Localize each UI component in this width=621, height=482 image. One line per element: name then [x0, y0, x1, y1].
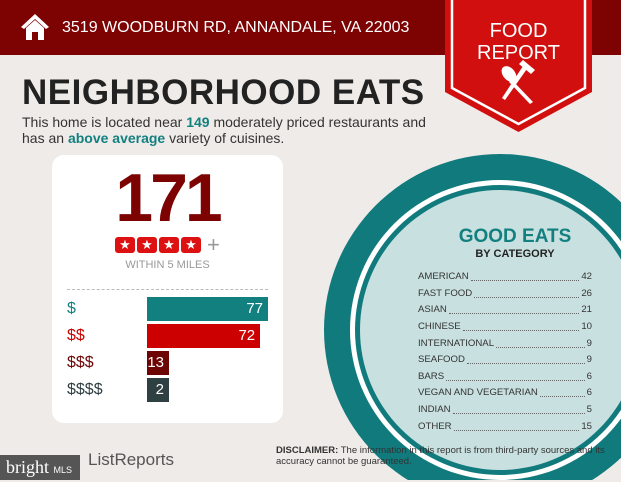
watermark-suffix: MLS [53, 465, 72, 475]
category-item: INTERNATIONAL 9 [418, 335, 592, 352]
category-name: AMERICAN [418, 271, 469, 283]
category-name: SEAFOOD [418, 354, 465, 366]
bright-mls-watermark: bright MLS [0, 455, 80, 480]
category-count: 15 [581, 420, 592, 432]
category-heading: GOOD EATS BY CATEGORY [415, 226, 615, 261]
leader-dots [539, 389, 585, 398]
category-item: FAST FOOD 26 [418, 286, 592, 303]
category-name: CHINESE [418, 321, 461, 333]
category-count: 5 [586, 404, 592, 416]
category-count: 6 [586, 370, 592, 382]
price-label: $ [67, 300, 76, 317]
leader-dots [452, 406, 585, 415]
subtitle-text: This home is located near [22, 114, 187, 130]
leader-dots [496, 340, 585, 348]
price-row: $$ 72 [67, 324, 272, 348]
star-icon: ★ [115, 237, 135, 253]
summary-card: 171 ★ ★ ★ ★ + WITHIN 5 MILES $77 $$ 72 $$$ 13 $$… [52, 155, 283, 423]
category-name: BARS [418, 370, 445, 382]
ribbon-line2: REPORT [477, 42, 560, 64]
price-bar: 2 [147, 378, 169, 402]
leader-dots [474, 290, 580, 298]
subtitle-text: moderately priced restaurants and has an [22, 114, 426, 146]
category-item: CHINESE 10 [418, 319, 592, 336]
spoon-fork-icon [501, 60, 535, 104]
watermark-text: bright [6, 457, 49, 477]
disclaimer-text: The information in this report is from t… [276, 445, 605, 467]
category-item: SEAFOOD 9 [418, 352, 592, 369]
address: 3519 WOODBURN RD, ANNANDALE, VA 22003 [62, 19, 410, 36]
star-icon: ★ [159, 237, 179, 253]
category-subtitle: BY CATEGORY [475, 248, 555, 260]
category-name: ASIAN [418, 304, 447, 316]
category-name: VEGAN AND VEGETARIAN [418, 387, 538, 399]
radius-label: WITHIN 5 MILES [125, 259, 210, 271]
ribbon-line1: FOOD [489, 20, 548, 42]
ribbon-title: FOOD REPORT [445, 20, 592, 64]
price-bar: 77 [147, 297, 268, 321]
variety-rating: above average [67, 130, 166, 146]
page-subtitle: This home is located near 149 moderately… [22, 114, 442, 146]
listreports-logo: ListReports [88, 450, 174, 469]
plus-sign: + [207, 232, 220, 257]
category-item: INDIAN 5 [418, 402, 592, 419]
leader-dots [466, 356, 585, 365]
restaurant-count: 149 [186, 114, 210, 130]
category-count: 21 [581, 304, 592, 316]
price-row: $$$$ 2 [67, 378, 272, 402]
category-count: 9 [586, 337, 592, 349]
category-name: FAST FOOD [418, 287, 473, 299]
disclaimer: DISCLAIMER: The information in this repo… [276, 445, 606, 467]
price-label: $$ [67, 327, 85, 344]
category-count: 6 [586, 387, 592, 399]
disclaimer-label: DISCLAIMER: [276, 445, 339, 456]
category-name: INDIAN [418, 404, 451, 416]
leader-dots [470, 273, 580, 282]
star-icon: ★ [137, 237, 157, 253]
category-count: 9 [586, 354, 592, 366]
price-row: $$$ 13 [67, 351, 272, 375]
star-rating: ★ ★ ★ ★ + [115, 232, 220, 257]
star-icon: ★ [181, 237, 201, 253]
food-report-ribbon [445, 0, 592, 132]
category-count: 10 [581, 321, 592, 333]
house-icon [21, 14, 49, 40]
category-list: AMERICAN 42 FAST FOOD 26 ASIAN 21 CHINESE 10 INT… [418, 269, 592, 435]
category-name: OTHER [418, 420, 452, 432]
page-title: NEIGHBORHOOD EATS [22, 73, 425, 112]
price-label: $$$$ [67, 381, 103, 398]
leader-dots [448, 306, 580, 315]
category-title: GOOD EATS [458, 226, 572, 247]
category-count: 42 [581, 271, 592, 283]
divider [67, 289, 268, 290]
category-count: 26 [581, 287, 592, 299]
price-row: $77 [67, 297, 272, 321]
price-bar: 13 [147, 351, 169, 375]
category-name: INTERNATIONAL [418, 337, 495, 349]
category-item: VEGAN AND VEGETARIAN 6 [418, 385, 592, 402]
category-item: ASIAN 21 [418, 302, 592, 319]
total-restaurants: 171 [115, 160, 222, 236]
price-label: $$$ [67, 354, 94, 371]
leader-dots [462, 323, 580, 332]
subtitle-text: variety of cuisines. [165, 130, 285, 146]
category-item: BARS 6 [418, 369, 592, 386]
category-item: AMERICAN 42 [418, 269, 592, 286]
category-item: OTHER 15 [418, 418, 592, 435]
price-bar: 72 [147, 324, 261, 348]
leader-dots [446, 373, 585, 381]
leader-dots [453, 423, 580, 431]
